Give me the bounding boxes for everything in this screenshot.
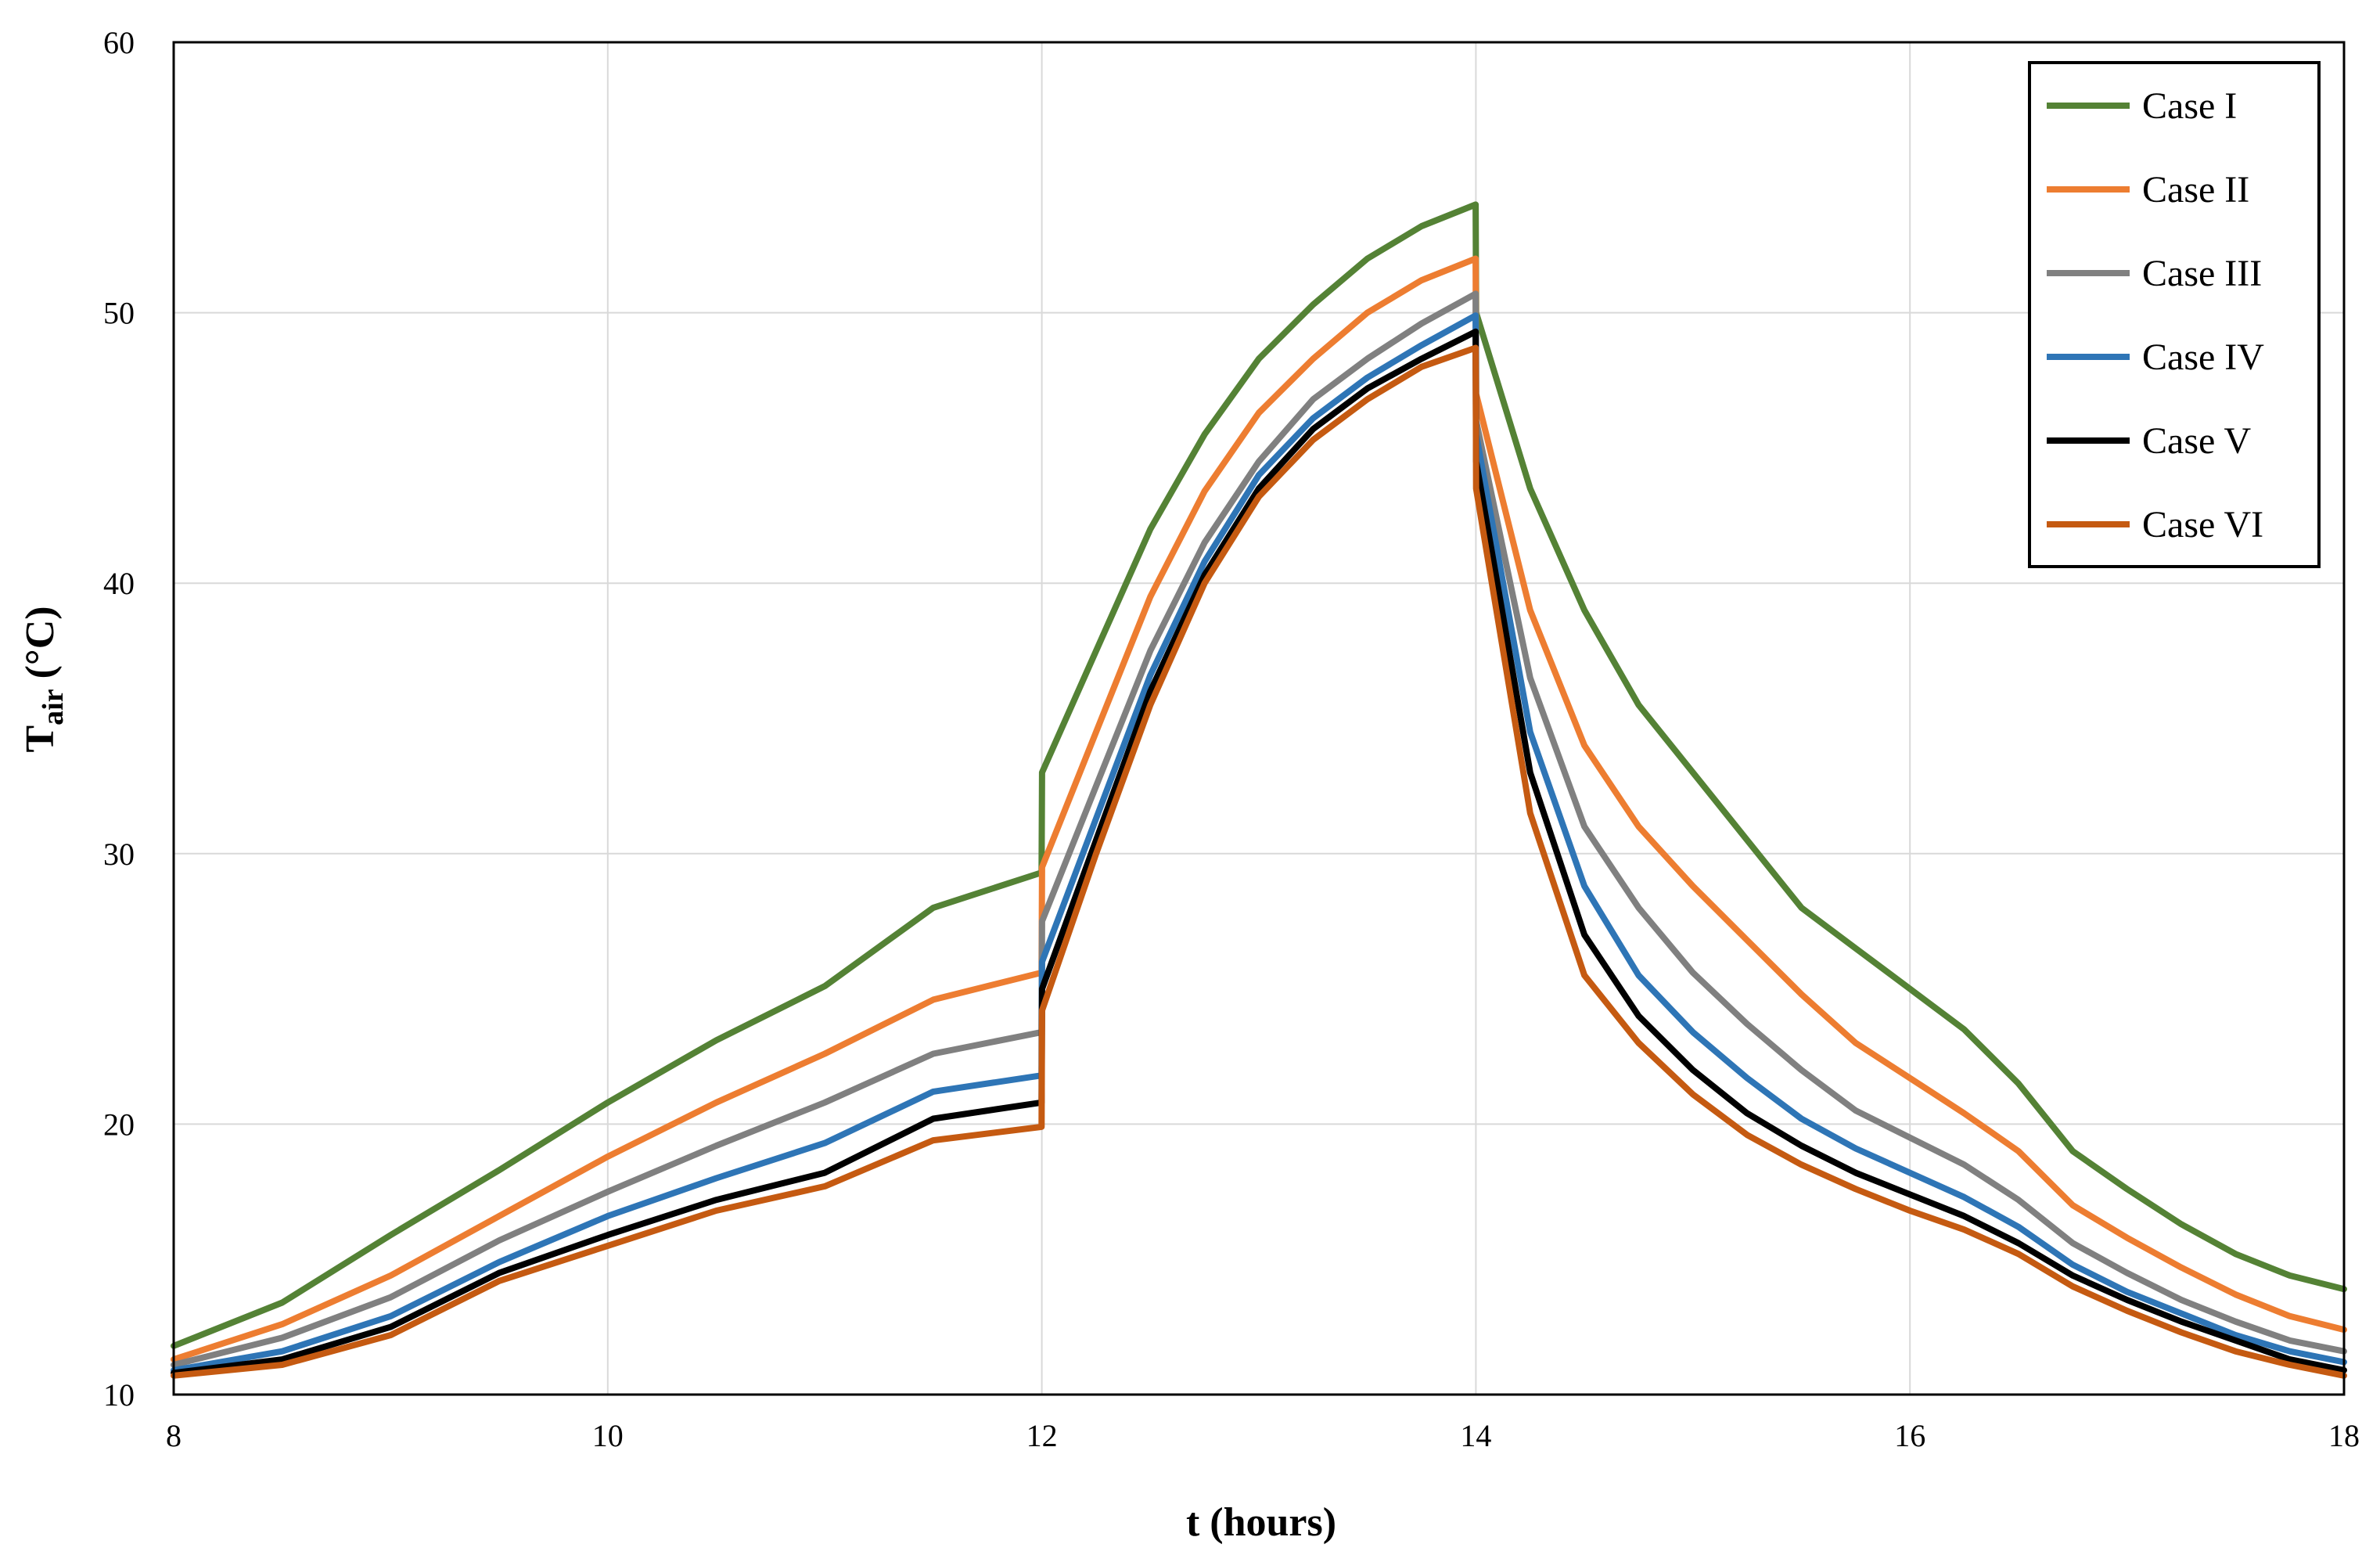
y-tick-label: 40 [103,566,135,601]
series-line-case-iii [171,290,2347,1368]
x-tick-label: 18 [2328,1418,2360,1453]
series-lines [171,201,2347,1379]
y-axis-title: Tair (°C) [18,606,70,752]
axis-ticks: 8 10 12 14 16 18 10 20 30 40 50 60 [103,25,2360,1453]
x-tick-label: 10 [592,1418,624,1453]
series-line-case-vi [171,344,2347,1379]
series-line-case-i [171,201,2347,1349]
legend-label-case-i: Case I [2142,85,2237,127]
x-tick-label: 8 [166,1418,182,1453]
y-axis-title-main: T [18,725,63,753]
y-axis-title-subscript: air [37,689,70,725]
legend-label-case-iv: Case IV [2142,337,2264,378]
y-tick-label: 50 [103,296,135,331]
x-tick-label: 12 [1026,1418,1058,1453]
x-tick-label: 16 [1894,1418,1925,1453]
legend-box [2028,61,2321,568]
series-line-case-ii [171,255,2347,1363]
x-tick-label: 14 [1460,1418,1491,1453]
y-tick-label: 20 [103,1107,135,1142]
plot-area-border [172,41,2346,1396]
legend-label-case-iii: Case III [2142,253,2262,294]
y-tick-label: 60 [103,25,135,60]
legend: Case I Case II Case III Case IV Case V Case V… [2028,61,2321,568]
y-tick-label: 10 [103,1377,135,1413]
series-line-case-iv [171,312,2347,1373]
y-tick-label: 30 [103,837,135,872]
legend-label-case-ii: Case II [2142,169,2249,211]
legend-label-case-v: Case V [2142,420,2251,462]
gridlines [174,42,2344,1395]
legend-label-case-vi: Case VI [2142,504,2263,545]
series-line-case-v [171,328,2347,1377]
y-axis-title-unit: (°C) [18,606,63,689]
x-axis-title: t (hours) [1186,1500,1336,1545]
